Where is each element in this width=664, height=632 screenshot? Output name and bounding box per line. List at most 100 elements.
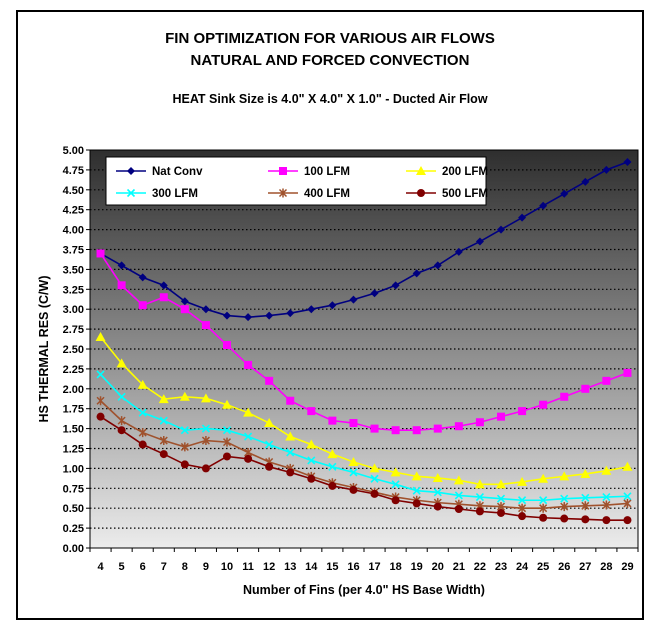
legend-label: 100 LFM [304,166,350,178]
data-point [117,392,126,401]
y-tick-label: 1.25 [63,444,84,456]
data-point [539,513,548,522]
data-point [264,418,275,428]
data-point [159,293,168,302]
legend-swatch-marker [416,166,426,175]
x-tick-label: 8 [182,561,188,573]
data-point [244,313,253,322]
legend-swatch-marker [417,189,425,197]
data-point [560,514,569,523]
data-point [497,412,505,421]
data-point [265,311,274,320]
data-point [307,305,316,314]
data-point [539,201,548,210]
data-point [433,502,442,511]
data-point [158,394,169,404]
data-point [391,426,400,435]
data-point [391,281,400,290]
x-tick-label: 5 [119,561,125,573]
data-point [581,501,590,511]
data-point [474,479,485,489]
data-point [286,468,295,477]
data-point [497,225,505,234]
data-point [348,457,359,467]
data-point [327,449,338,459]
data-point [370,474,379,483]
x-tick-label: 22 [474,561,486,573]
y-tick-label: 0.50 [63,503,84,515]
chart-title-line2: NATURAL AND FORCED CONVECTION [190,52,470,69]
data-point [159,436,168,446]
data-point [306,439,317,449]
data-point [201,305,210,314]
data-point [265,440,274,449]
data-point [138,440,147,449]
x-axis-ticks: 4 5 6 7 8 9 10 11 12 13 14 15 16 17 18 19 20 21 22 23 24 25 26… [89,548,639,573]
data-point [517,476,528,486]
legend-entry: 500 LFM [406,188,488,200]
data-point [96,249,105,258]
series-3 [95,332,633,489]
data-point [349,485,358,494]
data-point [581,493,590,502]
legend-swatch-marker [127,167,135,175]
data-point [453,475,464,485]
y-tick-label: 1.50 [63,424,84,436]
x-tick-label: 9 [203,561,209,573]
data-point [180,305,189,314]
data-point [518,407,527,416]
data-point [180,442,189,452]
data-point [328,301,337,310]
x-tick-label: 7 [161,561,167,573]
y-tick-label: 2.25 [63,364,84,376]
data-point [223,341,231,350]
data-point [137,379,148,389]
data-point [179,391,190,401]
data-point [518,496,527,505]
legend: Nat Conv 100 LFM 200 LFM 300 LFM 400 LFM 500 … [105,156,488,206]
data-point [180,297,189,306]
data-point [454,491,463,500]
legend-entry: 300 LFM [116,188,198,200]
data-point [433,261,442,270]
data-point [328,416,337,425]
data-point [222,399,232,409]
legend-label: 400 LFM [304,188,350,200]
plot-area [89,149,639,549]
data-point [412,426,421,435]
data-point [138,428,147,438]
data-point [601,465,612,475]
data-point [518,503,527,513]
data-point [222,426,232,435]
data-point [560,502,569,512]
x-tick-label: 20 [432,561,444,573]
data-point [223,452,231,461]
x-tick-label: 25 [537,561,549,573]
y-tick-label: 1.00 [63,463,84,475]
data-point [602,165,611,174]
data-point [159,416,168,425]
data-point [391,480,400,489]
data-point [454,247,463,256]
data-point [307,407,316,416]
y-tick-label: 3.75 [63,245,84,257]
data-point [286,396,295,405]
data-point [223,311,231,320]
data-point [581,384,590,393]
data-point [369,463,380,473]
series-line [99,336,628,486]
data-point [497,508,505,517]
data-point [265,376,274,385]
data-point [602,376,611,385]
x-tick-label: 17 [368,561,380,573]
y-tick-label: 0.00 [63,543,84,555]
x-tick-label: 18 [389,561,401,573]
data-point [349,419,358,428]
data-point [349,295,358,304]
y-tick-label: 2.50 [63,344,84,356]
y-tick-label: 0.25 [63,523,84,535]
y-tick-label: 3.00 [63,304,84,316]
data-point [475,492,484,502]
y-axis-label: HS THERMAL RES (C/W) [37,276,51,423]
data-point [411,471,422,481]
